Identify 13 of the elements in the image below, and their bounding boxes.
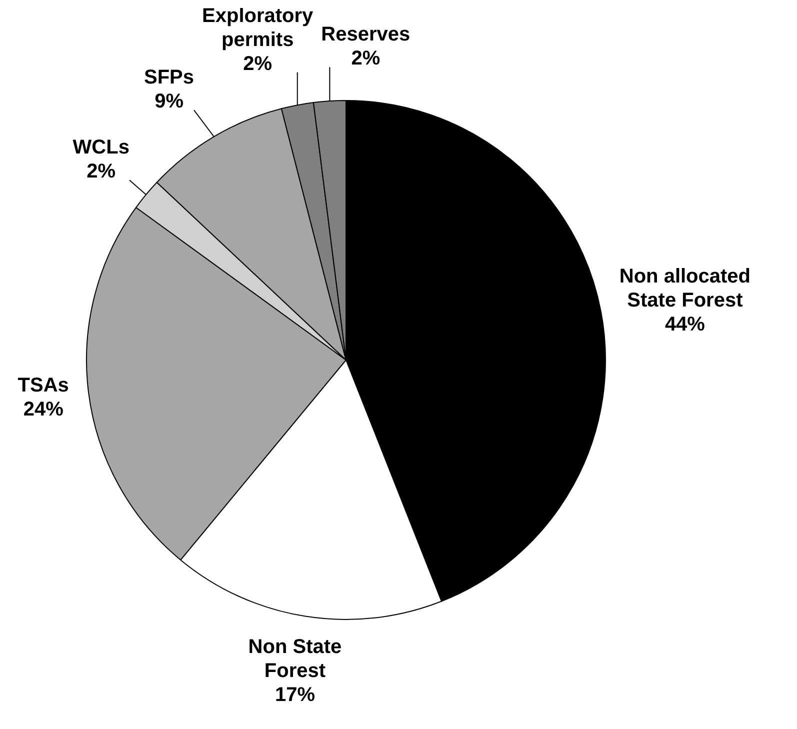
slice-label: WCLs [72,136,130,159]
data-label: 2% [243,52,272,75]
data-label: 9% [154,90,184,113]
slice-label: Non allocated State Forest [619,265,751,312]
slice-label: Reserves [321,24,410,46]
data-label: 44% [664,313,706,336]
slice-label: Non State Forest [248,636,342,682]
data-label: 2% [351,48,380,70]
slice-label: SFPs [144,66,194,89]
data-label: 17% [274,684,316,706]
data-label: 2% [86,160,116,183]
slice-label: TSAs [18,374,69,397]
data-label: 24% [23,398,64,421]
